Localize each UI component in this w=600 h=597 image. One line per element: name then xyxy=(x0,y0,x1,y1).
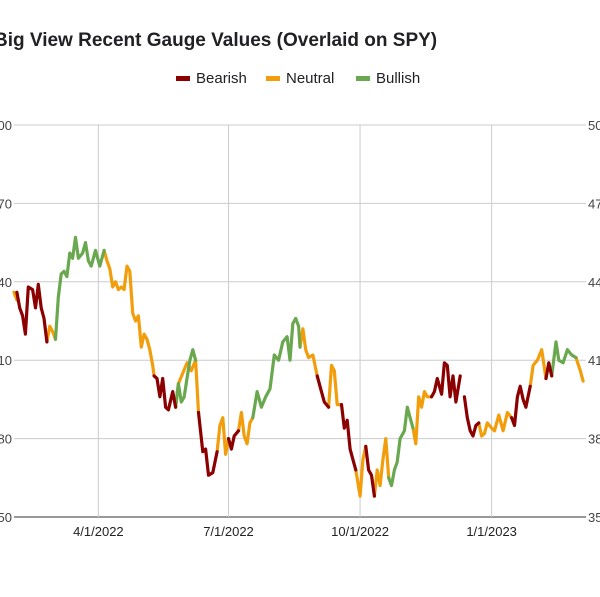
series-segment-neutral xyxy=(372,437,391,498)
series-segment-neutral xyxy=(12,290,19,302)
y-axis-right: 500 470 440 410 380 350 xyxy=(588,118,600,525)
series-lines xyxy=(12,235,585,498)
legend-swatch-neutral xyxy=(266,75,280,81)
series-segment-bullish xyxy=(387,405,415,488)
legend-item-bullish: Bullish xyxy=(356,68,420,88)
y-tick-right: 410 xyxy=(588,353,600,368)
series-segment-bearish xyxy=(226,429,241,451)
y-tick-right: 500 xyxy=(588,118,600,133)
series-segment-neutral xyxy=(327,363,344,409)
chart-title: Big View Recent Gauge Values (Overlaid o… xyxy=(0,30,438,51)
x-tick-label: 1/1/2023 xyxy=(466,524,517,539)
series-segment-bearish xyxy=(339,403,358,472)
legend-item-bearish: Bearish xyxy=(176,68,247,88)
series-segment-bullish xyxy=(550,340,578,378)
series-segment-bearish xyxy=(196,410,219,477)
series-segment-bearish xyxy=(510,384,532,428)
x-axis: 4/1/2022 7/1/2022 10/1/2022 1/1/2023 xyxy=(73,524,517,539)
y-tick-left: 410 xyxy=(0,353,12,368)
series-segment-neutral xyxy=(215,416,231,456)
y-tick-left: 380 xyxy=(0,432,12,447)
series-segment-bullish xyxy=(251,316,302,420)
grid-lines xyxy=(14,124,586,518)
x-tick-label: 7/1/2022 xyxy=(203,524,254,539)
legend-item-neutral: Neutral xyxy=(266,68,334,88)
chart-title-container: Big View Recent Gauge Values (Overlaid o… xyxy=(0,30,600,54)
series-segment-neutral xyxy=(528,348,548,388)
chart-legend: Bearish Neutral Bullish xyxy=(0,68,600,88)
series-segment-bearish xyxy=(544,361,554,381)
series-segment-neutral xyxy=(477,410,514,438)
series-segment-neutral xyxy=(102,248,156,378)
y-tick-left: 500 xyxy=(0,118,12,133)
series-segment-bearish xyxy=(430,361,462,404)
series-segment-bearish xyxy=(315,374,331,409)
x-tick-label: 4/1/2022 xyxy=(73,524,124,539)
y-tick-right: 350 xyxy=(588,510,600,525)
y-tick-right: 440 xyxy=(588,275,600,290)
series-segment-neutral xyxy=(354,444,368,498)
y-tick-right: 380 xyxy=(588,432,600,447)
legend-label-bullish: Bullish xyxy=(376,69,421,87)
legend-swatch-bearish xyxy=(176,75,190,81)
series-segment-neutral xyxy=(411,390,434,446)
series-segment-neutral xyxy=(298,327,319,378)
legend-label-neutral: Neutral xyxy=(286,69,335,87)
y-tick-left: 440 xyxy=(0,275,12,290)
legend-swatch-bullish xyxy=(356,75,370,81)
y-tick-right: 470 xyxy=(588,196,600,211)
series-segment-bearish xyxy=(462,395,481,438)
series-segment-bullish xyxy=(53,235,106,341)
y-axis-left: 500 470 440 410 380 350 xyxy=(0,118,12,525)
series-segment-neutral xyxy=(45,324,58,344)
series-segment-neutral xyxy=(574,356,585,383)
series-segment-bullish xyxy=(174,348,198,409)
y-tick-left: 470 xyxy=(0,196,12,211)
x-tick-label: 10/1/2022 xyxy=(331,524,389,539)
series-segment-bearish xyxy=(152,374,178,412)
series-segment-neutral xyxy=(236,410,255,446)
y-tick-left: 350 xyxy=(0,510,12,525)
series-segment-bearish xyxy=(15,282,49,344)
series-segment-bearish xyxy=(364,444,376,498)
legend-label-bearish: Bearish xyxy=(196,69,247,87)
